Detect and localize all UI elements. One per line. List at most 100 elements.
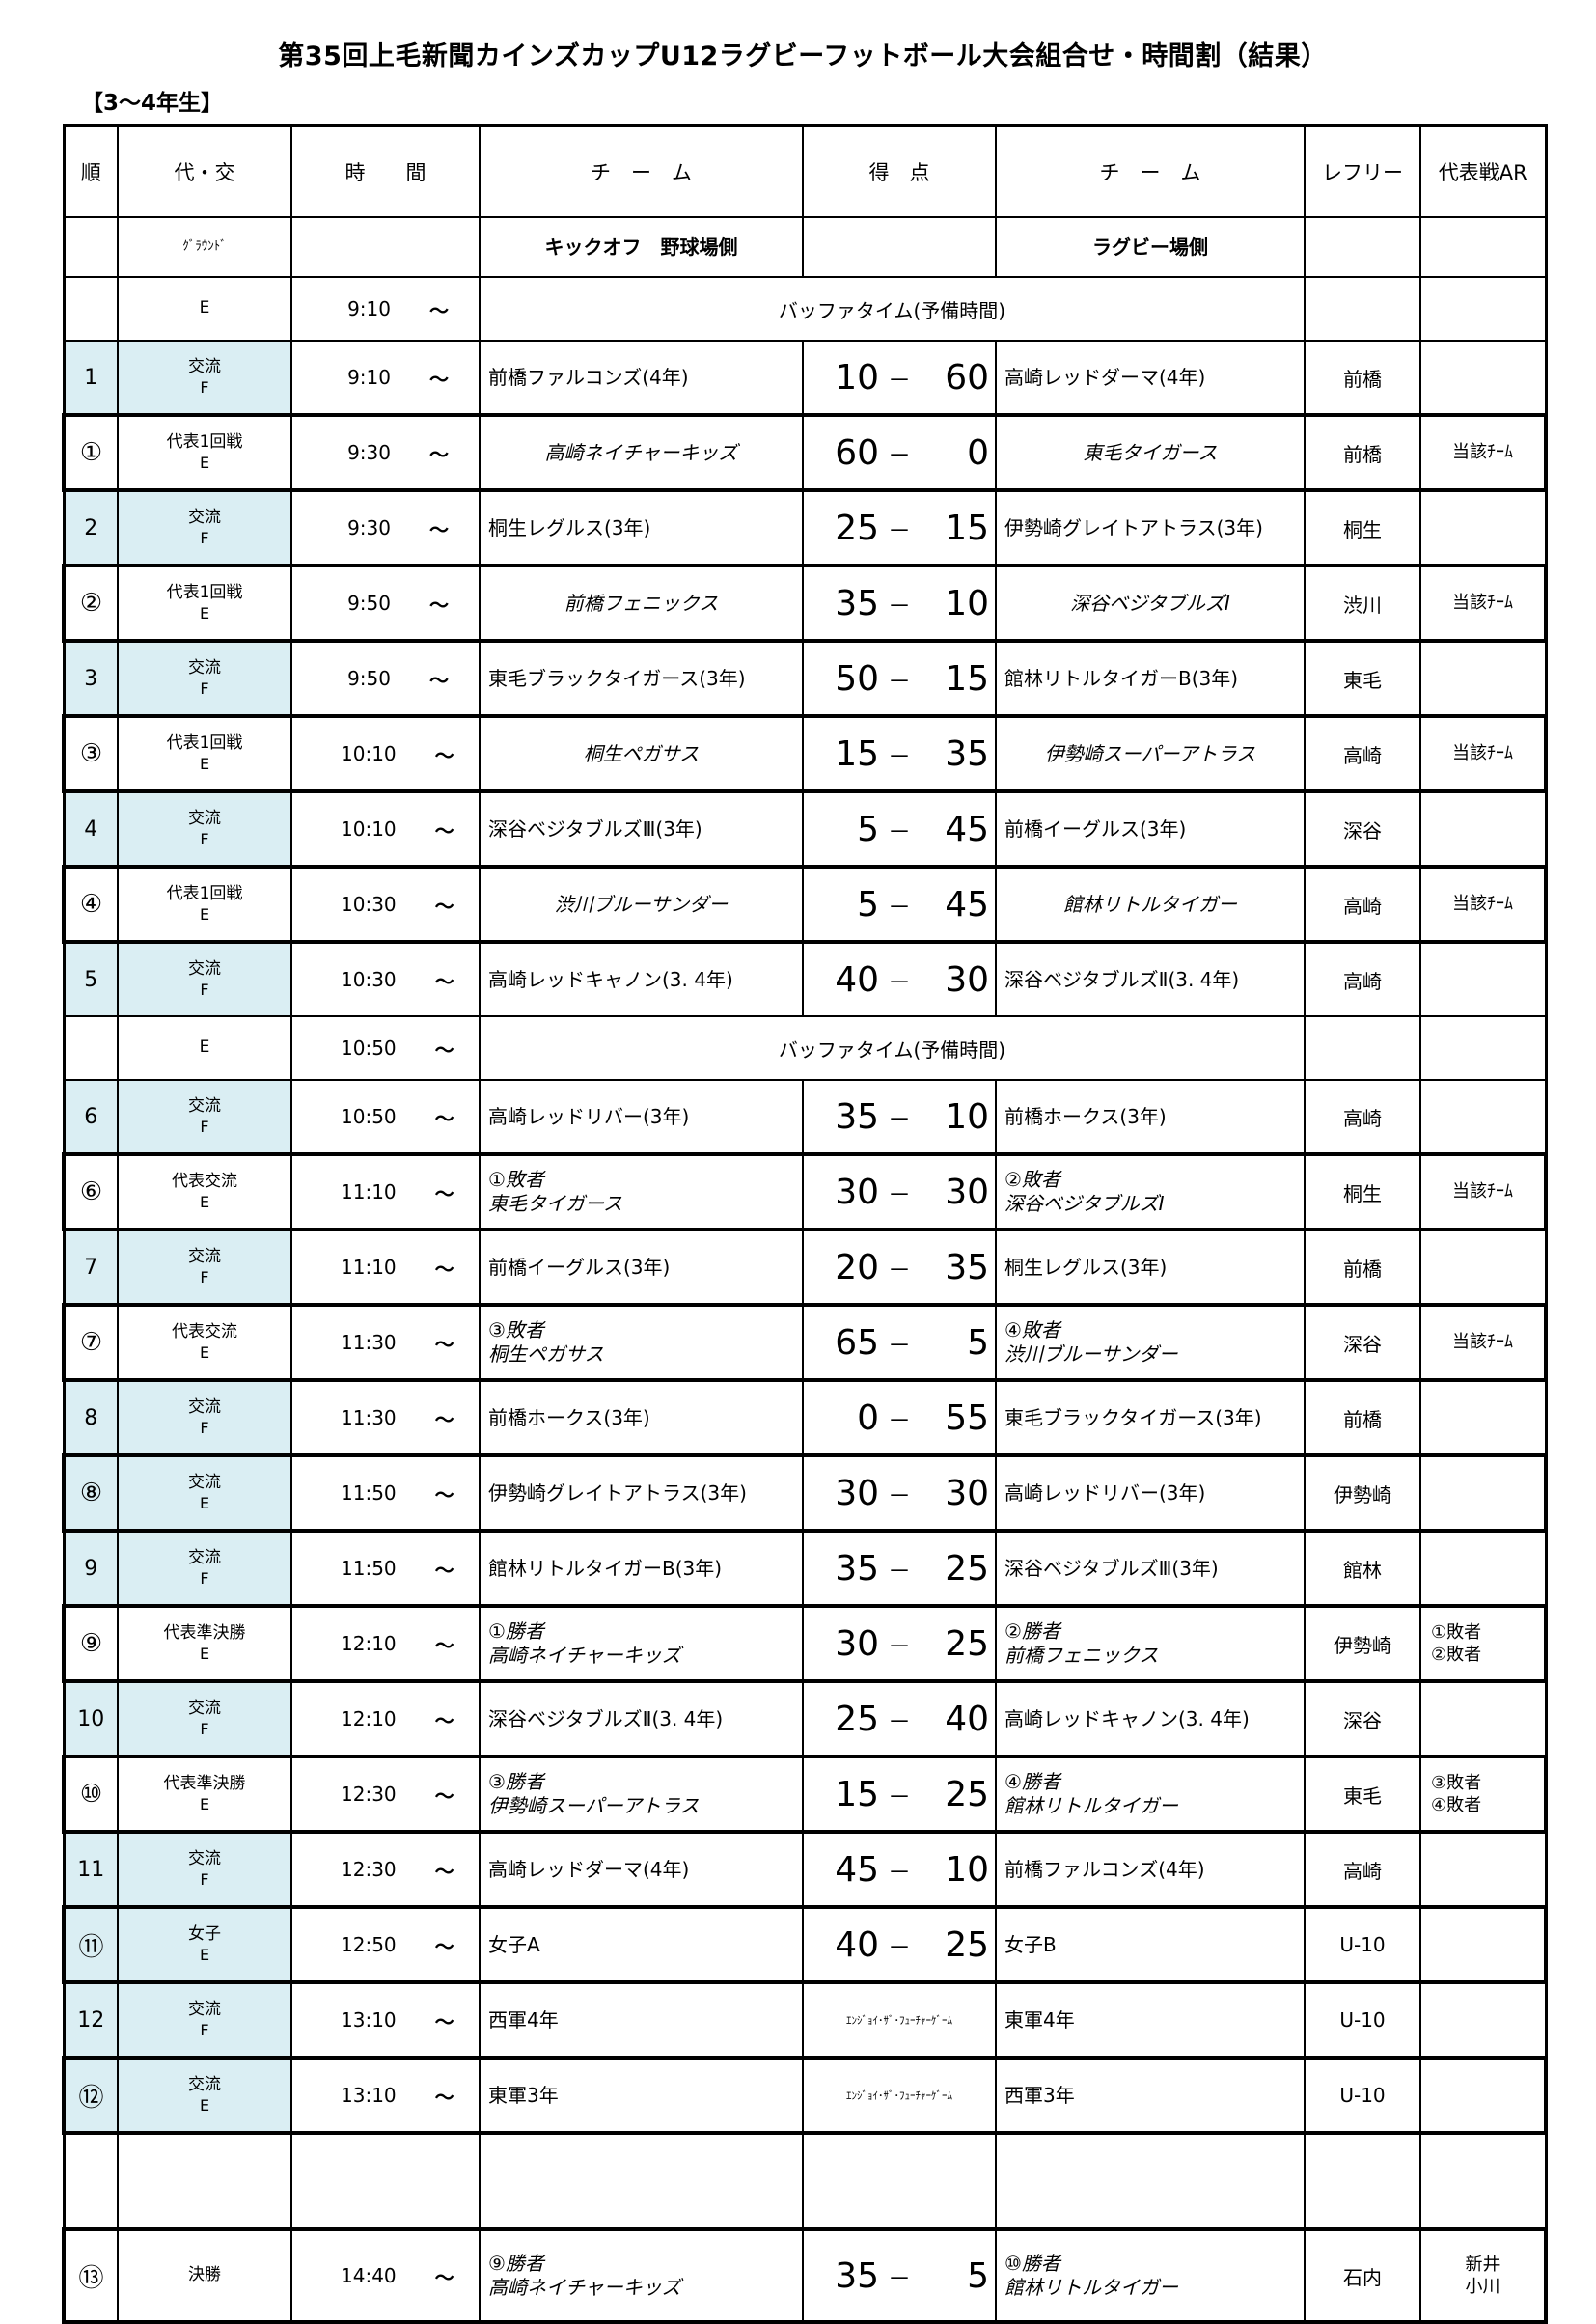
text-line: 館林リトルタイガー [1004, 1794, 1178, 1817]
referee-cell: 前橋 [1304, 1229, 1421, 1306]
score-left: 15 [835, 733, 879, 774]
score-cell: 30 － 25 [802, 1604, 997, 1683]
match-row-⑬: ⑬ 決勝 14:40 ～ ⑨勝者 高崎ネイチャーキッズ 35 － 5 ⑩勝者 館林リトルタイガー 石内… [62, 2227, 1548, 2324]
text-line: 前橋ホークス(3年) [1004, 1104, 1167, 1128]
score-cell: 5 － 45 [802, 790, 997, 868]
time-value: 11:30 [341, 1406, 397, 1429]
time-cell: 11:30 ～ [290, 1379, 481, 1456]
ar-cell: 新井 小川 [1419, 2227, 1548, 2324]
time-value: 12:10 [341, 1707, 397, 1730]
time-value: 9:50 [347, 667, 391, 690]
ar-cell [1419, 790, 1547, 868]
score-right: 15 [945, 658, 989, 699]
text-line: 東毛ブラックタイガース(3年) [488, 666, 746, 690]
match-row-②: ② 代表1回戦 E 9:50 ～前橋フェニックス 35 － 10 深谷ベジタブルズⅠ 渋川 当該ﾁｰ… [62, 564, 1548, 643]
referee-cell: 東毛 [1304, 640, 1421, 717]
time-wrap: 11:50 ～ [293, 1555, 478, 1583]
home-team-cell: ⑨勝者 高崎ネイチャーキッズ [479, 2227, 804, 2324]
time-cell: 12:30 ～ [290, 1755, 481, 1834]
score-dash: － [888, 592, 911, 620]
tilde-mark: ～ [434, 1784, 454, 1808]
score-wrap: 15 － 25 [805, 1774, 994, 1814]
tilde-mark: ～ [434, 2265, 454, 2289]
score-left: 50 [835, 658, 879, 699]
score-right: 60 [945, 357, 989, 398]
score-right: 25 [945, 1924, 989, 1965]
time-cell [290, 216, 481, 278]
text-line: 伊勢崎グレイトアトラス(3年) [1004, 515, 1263, 540]
order-cell [63, 2132, 119, 2230]
category-line2: E [199, 1342, 210, 1362]
category-line2: E [199, 1794, 210, 1813]
score-dash: － [888, 441, 911, 469]
time-wrap: 9:30 ～ [293, 514, 478, 542]
time-wrap: 10:30 ～ [293, 891, 478, 919]
tilde-mark: ～ [429, 593, 449, 617]
ar-cell: 当該ﾁｰﾑ [1419, 865, 1548, 944]
category-cell: 交流 F [117, 1680, 292, 1757]
tilde-mark: ～ [434, 1708, 454, 1732]
text-line: ①敗者 [1431, 1621, 1482, 1643]
score-left: 60 [835, 432, 879, 473]
score-cell: 40 － 30 [802, 941, 997, 1017]
category-line1: 交流 [188, 1397, 221, 1418]
category-line1: 代表準決勝 [163, 1774, 246, 1794]
score-left: 35 [835, 1548, 879, 1589]
score-left: 15 [835, 1774, 879, 1814]
ar-cell [1419, 1379, 1547, 1456]
ar-cell: ①敗者 ②敗者 [1419, 1604, 1548, 1683]
score-right: 25 [945, 1774, 989, 1814]
tilde-mark: ～ [429, 668, 449, 692]
tilde-mark: ～ [429, 517, 449, 541]
text-line: 当該ﾁｰﾑ [1452, 743, 1513, 764]
order-cell: ⑧ [62, 1453, 119, 1533]
referee-cell: 前橋 [1304, 1379, 1421, 1456]
score-wrap: 60 － 0 [805, 432, 994, 473]
time-value: 10:50 [341, 1037, 397, 1060]
tilde-mark: ～ [434, 1407, 454, 1431]
referee-cell: 桐生 [1304, 489, 1421, 567]
match-row-5: 5 交流 F 10:30 ～高崎レッドキャノン(3. 4年) 40 － 30 深谷ベジタブルズⅡ… [63, 941, 1547, 1017]
category-cell: 代表1回戦 E [117, 413, 292, 492]
category-cell: 交流 F [117, 1831, 292, 1908]
category-cell: 女子 E [117, 1905, 292, 1984]
home-team-cell: 館林リトルタイガーB(3年) [479, 1530, 804, 1607]
score-right: 10 [945, 1096, 989, 1137]
time-value: 12:30 [341, 1783, 397, 1806]
match-row-1: 1 交流 F 9:10 ～前橋ファルコンズ(4年) 10 － 60 高崎レッドダーマ(4年) 前橋 [63, 340, 1547, 416]
order-cell: ⑫ [62, 2056, 119, 2135]
home-team-cell: 前橋イーグルス(3年) [479, 1229, 804, 1306]
category-line2: E [199, 1493, 210, 1512]
text-line: 東毛ブラックタイガース(3年) [1004, 1405, 1262, 1429]
match-row-⑧: ⑧ 交流 E 11:50 ～伊勢崎グレイトアトラス(3年) 30 － 30 高崎レッドリバー(3… [62, 1453, 1548, 1533]
column-header-team-right: チ ー ム [995, 124, 1306, 218]
time-cell: 12:10 ～ [290, 1604, 481, 1683]
column-header-time: 時 間 [290, 124, 481, 218]
table-body: ｸﾞﾗｳﾝﾄﾞ キックオフ 野球場側 ラグビー場側 E 9:10 ～ バッファタイム(予備時… [62, 216, 1548, 2324]
score-dash: － [888, 516, 911, 544]
score-wrap: 30 － 30 [805, 1474, 994, 1513]
home-team-cell: 東毛ブラックタイガース(3年) [479, 640, 804, 717]
score-left: 65 [835, 1322, 879, 1363]
column-header-team-left: チ ー ム [479, 124, 804, 218]
order-cell: ⑦ [62, 1303, 119, 1382]
time-value: 11:10 [341, 1256, 397, 1279]
away-team-cell: 伊勢崎スーパーアトラス [995, 714, 1306, 793]
referee-cell [1304, 216, 1421, 278]
category-line1: 交流 [188, 2075, 221, 2095]
referee-cell: 伊勢崎 [1304, 1604, 1421, 1683]
category-cell: E [117, 276, 292, 342]
score-cell: 35 － 10 [802, 564, 997, 643]
text-line: 高崎レッドリバー(3年) [488, 1104, 690, 1128]
score-cell: 30 － 30 [802, 1152, 997, 1231]
order-cell: 9 [63, 1530, 119, 1607]
time-cell: 11:50 ～ [290, 1530, 481, 1607]
score-wrap: 0 － 55 [805, 1398, 994, 1438]
category-line1: 交流 [188, 959, 221, 980]
grade-section-label: 【3～4年生】 [81, 91, 224, 116]
category-line2: E [199, 1192, 210, 1211]
text-line: 高崎レッドリバー(3年) [1004, 1480, 1206, 1505]
text-line: 桐生ペガサス [488, 1342, 604, 1366]
time-value: 12:10 [341, 1632, 397, 1655]
away-team-cell: 伊勢崎グレイトアトラス(3年) [995, 489, 1306, 567]
